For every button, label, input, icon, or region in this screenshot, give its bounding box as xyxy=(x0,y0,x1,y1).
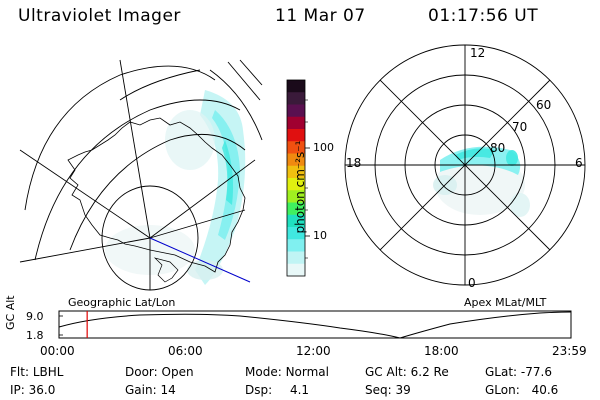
altitude-tick-9: 9.0 xyxy=(26,310,44,323)
colorbar-cell xyxy=(287,165,305,179)
colorbar-cell xyxy=(287,239,305,252)
altitude-tick-1-8: 1.8 xyxy=(26,329,44,342)
time-tick-1200: 12:00 xyxy=(296,344,331,358)
colorbar-cell xyxy=(287,214,305,228)
geographic-label: Geographic Lat/Lon xyxy=(68,296,176,309)
gcalt-info: GC Alt: 6.2 Re xyxy=(365,365,449,379)
continent-outline xyxy=(67,117,246,273)
flt-info: Flt: LBHL xyxy=(10,365,64,379)
time-tick-1800: 18:00 xyxy=(424,344,459,358)
time-tick-0600: 06:00 xyxy=(168,344,203,358)
mlt-label-12: 12 xyxy=(470,46,486,60)
satellite-track xyxy=(149,237,251,283)
ice-shelf-outline xyxy=(153,257,179,283)
apex-label: Apex MLat/MLT xyxy=(464,296,547,309)
colorbar-cell xyxy=(287,263,305,277)
aurora-emission-right xyxy=(433,146,530,217)
time-tick-2359: 23:59 xyxy=(552,344,587,358)
colorbar-tick-100: 100 xyxy=(313,141,334,154)
seq-info: Seq: 39 xyxy=(365,383,411,397)
geographic-map xyxy=(19,59,263,291)
mlt-label-0: 0 xyxy=(468,276,476,290)
ip-info: IP: 36.0 xyxy=(10,383,56,397)
time-tick-0000: 00:00 xyxy=(40,344,75,358)
colorbar-cell xyxy=(287,116,305,130)
altitude-plot xyxy=(58,310,572,339)
mlt-label-6: 6 xyxy=(575,156,583,170)
colorbar-cell xyxy=(287,80,305,93)
altitude-curve xyxy=(58,311,572,339)
colorbar-cell xyxy=(287,178,305,191)
colorbar-cell xyxy=(287,92,305,105)
colorbar-cell xyxy=(287,227,305,240)
lat-label-80: 80 xyxy=(490,141,506,155)
mode-info: Mode: Normal xyxy=(245,365,329,379)
mlt-label-18: 18 xyxy=(346,156,362,170)
altitude-axis-label: GC Alt xyxy=(4,295,17,330)
glat-info: GLat: -77.6 xyxy=(485,365,552,379)
dsp-info: Dsp: 4.1 xyxy=(245,383,310,397)
lat-label-60: 60 xyxy=(536,98,552,112)
date-label: 11 Mar 07 xyxy=(275,6,366,26)
colorbar-cell xyxy=(287,190,305,203)
geo-grid xyxy=(19,59,263,291)
time-label: 01:17:56 UT xyxy=(428,6,539,26)
mlt-line-diag2 xyxy=(379,79,551,251)
colorbar-cell xyxy=(287,104,305,118)
colorbar-unit: photon cm⁻²s⁻¹ xyxy=(293,140,307,234)
lat-label-70: 70 xyxy=(512,120,528,134)
colorbar-cell xyxy=(287,153,305,167)
colorbar-cell xyxy=(287,202,305,216)
aurora-emission-left xyxy=(105,90,246,285)
door-info: Door: Open xyxy=(125,365,194,379)
polar-plot xyxy=(344,44,586,286)
instrument-title: Ultraviolet Imager xyxy=(18,6,181,26)
colorbar-cell xyxy=(287,141,305,154)
colorbar-cell xyxy=(287,129,305,142)
colorbar-cell xyxy=(287,251,305,265)
glon-info: GLon: 40.6 xyxy=(485,383,559,397)
colorbar xyxy=(286,79,310,277)
altitude-plot-frame xyxy=(58,310,572,339)
gain-info: Gain: 14 xyxy=(125,383,176,397)
colorbar-tick-10: 10 xyxy=(313,229,327,242)
